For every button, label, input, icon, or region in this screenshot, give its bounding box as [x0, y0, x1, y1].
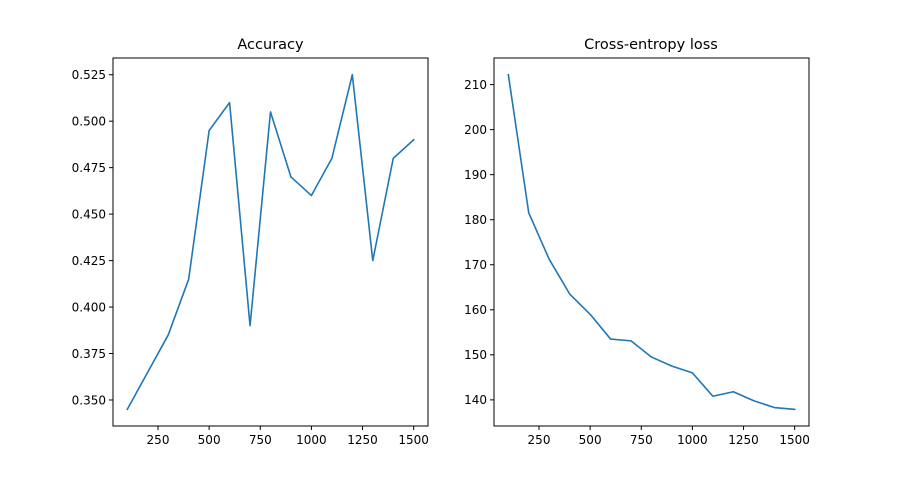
y-tick-label: 0.475 — [72, 161, 106, 175]
x-tick-label: 1250 — [728, 433, 759, 447]
plot-frame — [493, 57, 810, 427]
series-line — [126, 73, 415, 411]
x-tick-label: 750 — [249, 433, 272, 447]
y-tick-label: 180 — [464, 213, 487, 227]
y-tick-label: 0.400 — [72, 300, 106, 314]
y-tick-label: 140 — [464, 393, 487, 407]
series-line — [507, 73, 796, 411]
x-tick-label: 1000 — [296, 433, 327, 447]
x-tick-label: 1250 — [347, 433, 378, 447]
y-tick-label: 0.375 — [72, 347, 106, 361]
y-tick-label: 170 — [464, 258, 487, 272]
y-tick-label: 0.525 — [72, 68, 106, 82]
cross-entropy-loss-chart: Cross-entropy loss 250 500 750 1000 1250 1500… — [464, 37, 810, 447]
x-tick-label: 250 — [528, 433, 551, 447]
y-tick-label: 190 — [464, 168, 487, 182]
y-tick-label: 210 — [464, 78, 487, 92]
plot-frame — [112, 57, 429, 427]
y-tick-label: 0.425 — [72, 254, 106, 268]
accuracy-chart: Accuracy 250 500 750 1000 1250 1500 0.350 0.375… — [72, 37, 429, 447]
y-tick-label: 0.500 — [72, 114, 106, 128]
x-tick-label: 500 — [579, 433, 602, 447]
chart-title: Accuracy — [237, 37, 304, 53]
y-tick-label: 160 — [464, 303, 487, 317]
y-tick-label: 0.350 — [72, 393, 106, 407]
x-tick-label: 750 — [630, 433, 653, 447]
x-tick-label: 1500 — [398, 433, 429, 447]
y-tick-label: 0.450 — [72, 207, 106, 221]
y-tick-label: 200 — [464, 123, 487, 137]
chart-title: Cross-entropy loss — [584, 37, 718, 53]
x-tick-label: 500 — [198, 433, 221, 447]
x-tick-label: 1000 — [677, 433, 708, 447]
x-tick-label: 1500 — [779, 433, 810, 447]
x-tick-label: 250 — [147, 433, 170, 447]
y-tick-label: 150 — [464, 348, 487, 362]
